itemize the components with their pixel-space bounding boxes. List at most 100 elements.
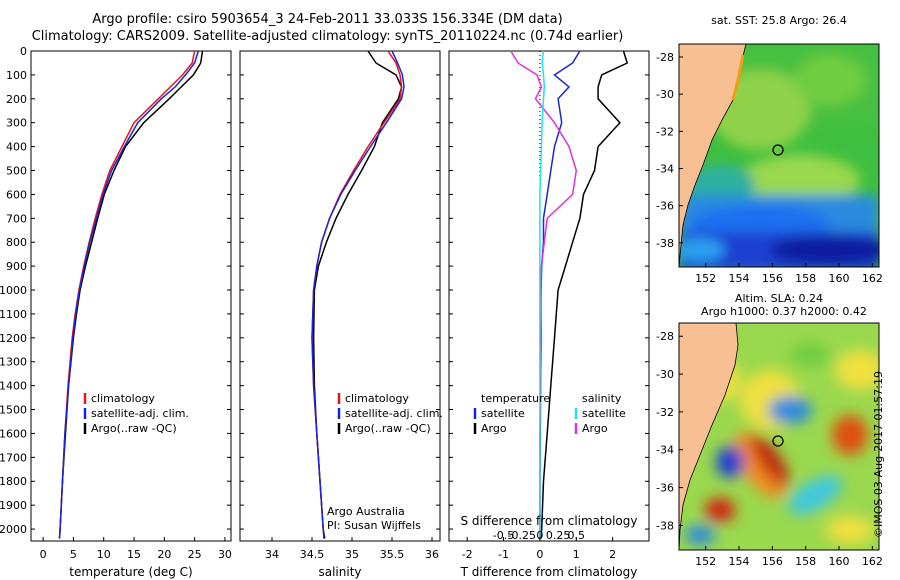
temperature-tick-label: 25: [188, 548, 202, 561]
sla-map-ytick-label: -34: [656, 444, 674, 457]
salinity-tick-label: 34.5: [300, 548, 325, 561]
salinity-legend-label: satellite-adj. clim.: [345, 407, 443, 420]
sla-map-ytick-label: -30: [656, 368, 674, 381]
depth-tick-label: 1400: [0, 380, 27, 393]
temperature-series: [58, 50, 204, 539]
temperature-legend-label: satellite-adj. clim.: [91, 407, 189, 420]
depth-tick-label: 600: [6, 188, 27, 201]
sst-map-xtick-label: 152: [695, 272, 716, 285]
salinity-series: [311, 50, 405, 539]
temperature-legend-label: climatology: [91, 392, 155, 405]
depth-tick-label: 1800: [0, 475, 27, 488]
s-diff-sat-line: [539, 50, 546, 539]
s-diff-tick-label: -0.5: [493, 529, 514, 542]
sla-map-ytick-label: -36: [656, 482, 674, 495]
sst-map-xtick-label: 154: [729, 272, 750, 285]
title-line-2: Climatology: CARS2009. Satellite-adjuste…: [31, 29, 624, 44]
salinity-tick-label: 35: [345, 548, 359, 561]
t-diff-tick-label: 1: [573, 548, 580, 561]
sst-map-xtick-label: 162: [862, 272, 883, 285]
temperature-tick-label: 20: [157, 548, 171, 561]
s-legend-label: satellite: [582, 407, 626, 420]
salinity-tick-label: 36: [425, 548, 439, 561]
s-diff-tick-label: -0.25: [507, 529, 535, 542]
depth-tick-label: 1900: [0, 499, 27, 512]
depth-tick-label: 1300: [0, 356, 27, 369]
temperature-legend-label: Argo(..raw -QC): [91, 422, 177, 435]
temperature-tick-label: 0: [40, 548, 47, 561]
sst-map-ytick-label: -34: [656, 163, 674, 176]
temperature-xlabel: temperature (deg C): [69, 565, 193, 579]
sla-argo-marker: [772, 435, 784, 447]
sla-map-xtick-label: 152: [695, 555, 716, 568]
sla-map-title: Altim. SLA: 0.24: [734, 292, 824, 305]
salinity-legend-label: Argo(..raw -QC): [345, 422, 431, 435]
sst-map-xtick-label: 158: [795, 272, 816, 285]
sla-map-xtick-label: 162: [862, 555, 883, 568]
depth-tick-label: 1500: [0, 404, 27, 417]
t-diff-tick-label: -2: [462, 548, 473, 561]
depth-tick-label: 2000: [0, 523, 27, 536]
sla-map-ytick-label: -38: [656, 519, 674, 532]
depth-tick-label: 500: [6, 165, 27, 178]
difference-series: [510, 50, 629, 541]
depth-tick-label: 1100: [0, 308, 27, 321]
sst-map-title: sat. SST: 25.8 Argo: 26.4: [711, 14, 847, 27]
annotation-line-2: PI: Susan Wijffels: [327, 519, 421, 532]
sla-map-ytick-label: -32: [656, 406, 674, 419]
difference-panel: [448, 50, 650, 542]
s-diff-label: S difference from climatology: [460, 514, 638, 528]
s-legend-label: Argo: [582, 422, 608, 435]
salinity-panel: [239, 50, 441, 542]
depth-tick-label: 400: [6, 141, 27, 154]
depth-tick-label: 900: [6, 260, 27, 273]
sst-map-xtick-label: 156: [762, 272, 783, 285]
t-legend-label: Argo: [481, 422, 507, 435]
t-diff-tick-label: 0: [536, 548, 543, 561]
sst-map-xtick-label: 160: [829, 272, 850, 285]
depth-tick-label: 1700: [0, 451, 27, 464]
s-diff-tick-label: 0.25: [546, 529, 571, 542]
sla-map-subtitle: Argo h1000: 0.37 h2000: 0.42: [701, 305, 867, 318]
footer-stamp: ©IMOS 03-Aug-2017 01:57:19: [872, 371, 886, 538]
temperature-tick-label: 30: [218, 548, 232, 561]
sla-map: [679, 323, 879, 550]
t-diff-tick-label: -1: [498, 548, 509, 561]
sla-map-ytick-label: -28: [656, 330, 674, 343]
t-diff-tick-label: 2: [609, 548, 616, 561]
depth-tick-label: 100: [6, 69, 27, 82]
sla-map-xtick-label: 158: [795, 555, 816, 568]
t-legend-label: satellite: [481, 407, 525, 420]
salinity-xlabel: salinity: [318, 565, 362, 579]
sla-map-xtick-label: 160: [829, 555, 850, 568]
sst-map-ytick-label: -30: [656, 88, 674, 101]
depth-tick-label: 1000: [0, 284, 27, 297]
sla-map-xtick-label: 156: [762, 555, 783, 568]
salinity-legend-label: climatology: [345, 392, 409, 405]
temperature-panel: [30, 50, 232, 542]
depth-tick-label: 800: [6, 236, 27, 249]
annotation-line-1: Argo Australia: [327, 505, 405, 518]
sst-map-ytick-label: -28: [656, 51, 674, 64]
salinity-tick-label: 34: [265, 548, 279, 561]
sst-map-frame: [678, 43, 880, 268]
t-diff-argo-line: [540, 50, 629, 539]
depth-tick-label: 0: [20, 45, 27, 58]
salinity-tick-label: 35.5: [380, 548, 405, 561]
depth-tick-label: 300: [6, 117, 27, 130]
temperature-tick-label: 5: [70, 548, 77, 561]
t-legend-title: temperature: [481, 392, 550, 405]
sst-map-ytick-label: -38: [656, 237, 674, 250]
depth-tick-label: 1600: [0, 427, 27, 440]
title-line-1: Argo profile: csiro 5903654_3 24-Feb-201…: [92, 12, 563, 27]
sst-map: [679, 44, 879, 267]
t-diff-xlabel: T difference from climatology: [460, 565, 638, 579]
sst-argo-marker: [772, 144, 784, 156]
sst-map-ytick-label: -32: [656, 125, 674, 138]
depth-tick-label: 200: [6, 93, 27, 106]
temperature-tick-label: 10: [97, 548, 111, 561]
s-diff-tick-label: 0.5: [568, 529, 586, 542]
s-legend-title: salinity: [582, 392, 622, 405]
